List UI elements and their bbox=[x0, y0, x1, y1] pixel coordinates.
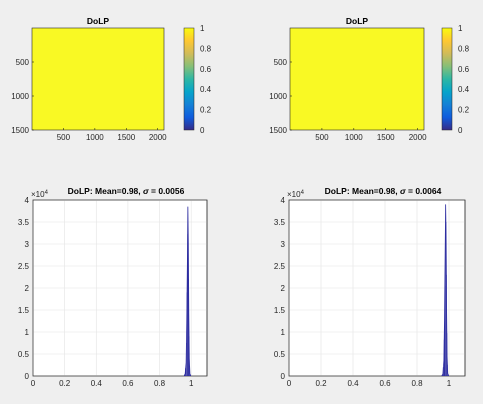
y-tick-label: 4 bbox=[25, 196, 30, 205]
x-tick-label: 1000 bbox=[86, 133, 104, 142]
y-tick-label: 1.5 bbox=[274, 306, 286, 315]
y-tick-label: 2.5 bbox=[18, 262, 30, 271]
x-tick-label: 1 bbox=[189, 379, 194, 388]
y-exponent-label: ×104 bbox=[31, 190, 49, 199]
plot-frame bbox=[288, 199, 466, 377]
y-tick-label: 2.5 bbox=[274, 262, 286, 271]
x-tick-label: 2000 bbox=[409, 133, 427, 142]
x-tick-label: 1500 bbox=[117, 133, 135, 142]
y-tick-label: 3.5 bbox=[274, 218, 286, 227]
heatmap-title: DoLP bbox=[87, 16, 110, 26]
y-tick-label: 1000 bbox=[11, 92, 29, 101]
y-tick-label: 4 bbox=[281, 196, 286, 205]
y-tick-label: 0.5 bbox=[274, 350, 286, 359]
y-tick-label: 500 bbox=[16, 58, 30, 67]
heatmap-image bbox=[31, 27, 165, 131]
colorbar-tick-label: 0.6 bbox=[200, 65, 212, 74]
x-tick-label: 0.2 bbox=[315, 379, 327, 388]
heatmap-image bbox=[289, 27, 425, 131]
histogram-bar bbox=[187, 225, 189, 376]
x-tick-label: 1500 bbox=[377, 133, 395, 142]
heatmap-title: DoLP bbox=[346, 16, 369, 26]
y-exponent-power: 4 bbox=[45, 190, 49, 196]
colorbar bbox=[441, 27, 453, 131]
histogram-title: DoLP: Mean=0.98, σ = 0.0056 bbox=[68, 186, 185, 196]
x-tick-label: 1000 bbox=[345, 133, 363, 142]
histogram-title: DoLP: Mean=0.98, σ = 0.0064 bbox=[325, 186, 442, 196]
y-tick-label: 1 bbox=[281, 328, 286, 337]
title-part-prefix: DoLP: Mean=0.98, bbox=[68, 186, 143, 196]
histogram-panel-1: 0 0.2 0.4 0.6 0.8 1 0 0.5 1 1.5 2 2.5 3 3.5 4×104 DoLP:… bbox=[18, 186, 208, 388]
x-tick-label: 0.6 bbox=[379, 379, 391, 388]
histogram-bar bbox=[445, 222, 447, 376]
colorbar-tick-label: 0 bbox=[200, 126, 205, 135]
colorbar-tick-label: 0.4 bbox=[200, 85, 212, 94]
histogram-outline bbox=[441, 204, 450, 377]
x-tick-label: 1 bbox=[447, 379, 452, 388]
y-tick-label: 1 bbox=[25, 328, 30, 337]
heatmap-panel-1: DoLP 500 1000 1500 2000 500 1000 1500 0 0.2 0.4 0.6… bbox=[11, 16, 211, 142]
y-tick-label: 1500 bbox=[269, 126, 287, 135]
y-exponent-base: ×10 bbox=[287, 190, 301, 199]
colorbar-tick-label: 0 bbox=[458, 126, 463, 135]
x-tick-label: 0.4 bbox=[91, 379, 103, 388]
x-tick-label: 0.4 bbox=[347, 379, 359, 388]
x-tick-label: 500 bbox=[315, 133, 329, 142]
colorbar-tick-label: 1 bbox=[200, 24, 205, 33]
y-tick-label: 1000 bbox=[269, 92, 287, 101]
y-tick-label: 0.5 bbox=[18, 350, 30, 359]
y-tick-label: 0 bbox=[25, 372, 30, 381]
histogram-bar bbox=[187, 234, 188, 376]
x-tick-label: 0 bbox=[31, 379, 36, 388]
x-tick-label: 2000 bbox=[149, 133, 167, 142]
histogram-bar bbox=[186, 292, 188, 376]
x-tick-label: 0.6 bbox=[122, 379, 134, 388]
y-tick-label: 3 bbox=[25, 240, 30, 249]
y-tick-label: 3.5 bbox=[18, 218, 30, 227]
title-part-sigma: σ bbox=[143, 186, 149, 196]
colorbar-tick-label: 0.8 bbox=[200, 44, 212, 53]
y-tick-label: 1500 bbox=[11, 126, 29, 135]
title-part-suffix: = 0.0056 bbox=[149, 186, 185, 196]
x-tick-label: 0.8 bbox=[154, 379, 166, 388]
histogram-bar bbox=[444, 285, 446, 376]
y-tick-label: 500 bbox=[274, 58, 288, 67]
y-tick-label: 2 bbox=[281, 284, 286, 293]
x-tick-label: 500 bbox=[57, 133, 71, 142]
colorbar-tick-label: 1 bbox=[458, 24, 463, 33]
colorbar-tick-label: 0.6 bbox=[458, 65, 470, 74]
colorbar-tick-label: 0.4 bbox=[458, 85, 470, 94]
x-tick-label: 0.2 bbox=[59, 379, 71, 388]
plot-frame bbox=[32, 199, 208, 377]
colorbar-tick-label: 0.2 bbox=[458, 106, 470, 115]
x-tick-label: 0 bbox=[287, 379, 292, 388]
histogram-bar bbox=[445, 228, 446, 376]
y-tick-label: 3 bbox=[281, 240, 286, 249]
colorbar-tick-label: 0.2 bbox=[200, 106, 212, 115]
title-part-prefix: DoLP: Mean=0.98, bbox=[325, 186, 400, 196]
title-part-sigma: σ bbox=[400, 186, 406, 196]
y-tick-label: 2 bbox=[25, 284, 30, 293]
x-tick-label: 0.8 bbox=[411, 379, 423, 388]
y-exponent-label: ×104 bbox=[287, 190, 305, 199]
histogram-panel-2: 0 0.2 0.4 0.6 0.8 1 0 0.5 1 1.5 2 2.5 3 3.5 4×104 DoLP:… bbox=[274, 186, 466, 388]
heatmap-panel-2: DoLP 500 1000 1500 2000 500 1000 1500 0 0.2 0.4 0.6… bbox=[269, 16, 469, 142]
y-tick-label: 0 bbox=[281, 372, 286, 381]
y-tick-label: 1.5 bbox=[18, 306, 30, 315]
colorbar bbox=[183, 27, 195, 131]
colorbar-tick-label: 0.8 bbox=[458, 44, 470, 53]
histogram-outline bbox=[183, 206, 192, 377]
y-exponent-power: 4 bbox=[301, 190, 305, 196]
y-exponent-base: ×10 bbox=[31, 190, 45, 199]
title-part-suffix: = 0.0064 bbox=[406, 186, 442, 196]
